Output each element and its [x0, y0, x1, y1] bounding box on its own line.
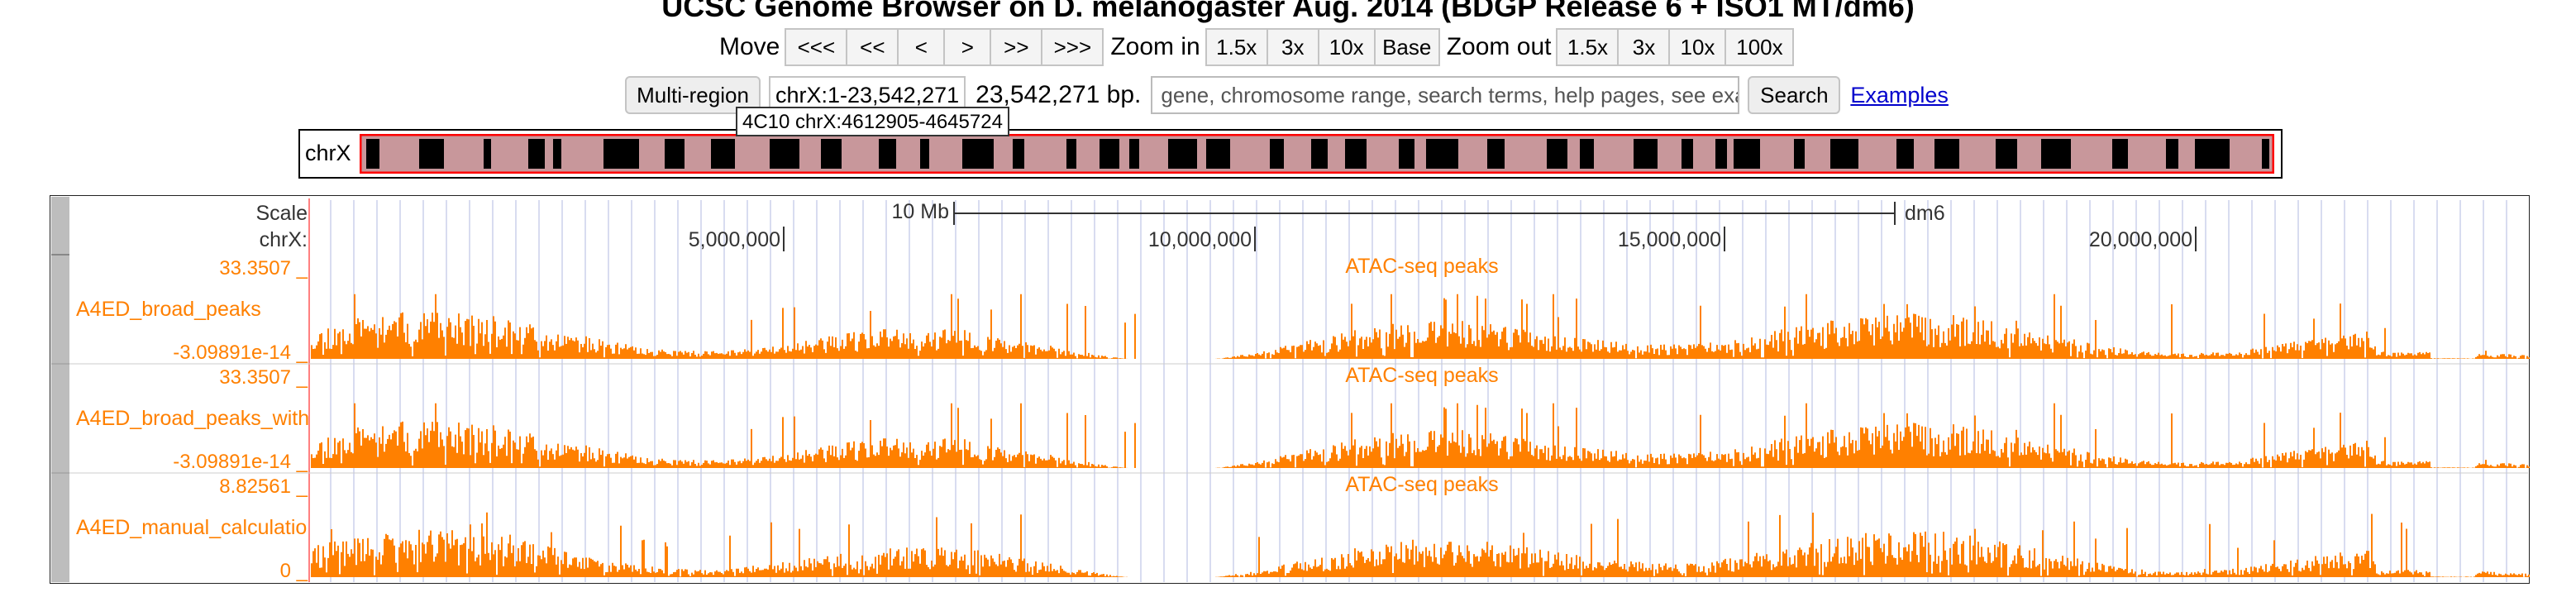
scale-bar-label: 10 Mb [892, 200, 949, 223]
move-right-button[interactable]: >> [990, 28, 1042, 66]
zoom-out-10x-button[interactable]: 10x [1668, 28, 1726, 66]
ideogram-band [770, 139, 799, 169]
ideogram-band [1168, 139, 1197, 169]
zoom-out-buttons: 1.5x 3x 10x 100x [1558, 28, 1794, 66]
search-button[interactable]: Search [1748, 76, 1840, 114]
region-size-text: 23,542,271 bp. [976, 81, 1141, 109]
track-name: A4ED_broad_peaks [76, 298, 261, 321]
ideogram-band [1682, 139, 1693, 169]
ruler-tick-label: 15,000,000 [1618, 228, 1721, 251]
ideogram-band [2112, 139, 2128, 169]
ideogram-band [1547, 139, 1567, 169]
ruler-tick-label: 5,000,000 [689, 228, 780, 251]
ideogram-band [1934, 139, 1959, 169]
ideogram-band [366, 139, 379, 169]
track-min-label: -3.09891e-14 _ [173, 341, 308, 364]
genome-browser-tracks[interactable]: Scale chrX: 10 Mb dm6 5,000,000 10,000,000 15,… [50, 195, 2530, 584]
ideogram-band [1715, 139, 1727, 169]
zoom-in-10x-button[interactable]: 10x [1318, 28, 1376, 66]
move-step-left-button[interactable]: < [897, 28, 945, 66]
zoom-out-label: Zoom out [1447, 33, 1552, 61]
zoom-in-3x-button[interactable]: 3x [1267, 28, 1319, 66]
ideogram-band [711, 139, 735, 169]
ruler-tick-label: 20,000,000 [2089, 228, 2192, 251]
track-min-label: -3.09891e-14 _ [173, 451, 308, 473]
band-tooltip: 4C10 chrX:4612905-4645724 [736, 107, 1009, 136]
ideogram-band [821, 139, 842, 169]
page-title: UCSC Genome Browser on D. melanogaster A… [0, 0, 2576, 23]
ideogram-band [2195, 139, 2230, 169]
zoom-in-label: Zoom in [1110, 33, 1200, 61]
ideogram-band [603, 139, 639, 169]
zoom-out-3x-button[interactable]: 3x [1617, 28, 1670, 66]
ideogram-band [1426, 139, 1458, 169]
ideogram-band [1345, 139, 1367, 169]
move-far-right-button[interactable]: >>> [1041, 28, 1104, 66]
ideogram-band [553, 139, 561, 169]
track-title: ATAC-seq peaks [1345, 473, 1498, 496]
ideogram-band [1129, 139, 1139, 169]
nav-row: Move <<< << < > >> >>> Zoom in 1.5x 3x 1… [713, 28, 1794, 66]
move-label: Move [719, 33, 780, 61]
zoom-in-1-5x-button[interactable]: 1.5x [1205, 28, 1268, 66]
ideogram-band [2041, 139, 2071, 169]
track-min-label: 0 _ [280, 560, 308, 582]
ideogram-band [1270, 139, 1284, 169]
zoom-out-100x-button[interactable]: 100x [1724, 28, 1794, 66]
ruler-db-label: dm6 [1905, 202, 1945, 225]
ideogram-band [1399, 139, 1414, 169]
track-max-label: 8.82561 _ [219, 475, 308, 498]
ideogram-band [1734, 139, 1760, 169]
ideogram-band [962, 139, 994, 169]
chromosome-ideogram[interactable] [360, 134, 2274, 174]
examples-link[interactable]: Examples [1850, 83, 1949, 108]
ruler-scale-label: Scale [255, 202, 308, 225]
zoom-base-button[interactable]: Base [1374, 28, 1440, 66]
move-step-right-button[interactable]: > [943, 28, 991, 66]
ideogram-band [1996, 139, 2017, 169]
track-title: ATAC-seq peaks [1345, 255, 1498, 278]
ideogram-band [1794, 139, 1805, 169]
ideogram-band [1487, 139, 1505, 169]
ideogram-band [2166, 139, 2178, 169]
track-name: A4ED_manual_calculatio [76, 516, 307, 539]
ideogram-band [528, 139, 545, 169]
ideogram-band [920, 139, 929, 169]
ruler-chrom-label: chrX: [260, 228, 308, 251]
track-max-label: 33.3507 _ [219, 366, 308, 389]
move-far-left-button[interactable]: <<< [785, 28, 847, 66]
zoom-out-1-5x-button[interactable]: 1.5x [1556, 28, 1619, 66]
move-buttons: <<< << < > >> >>> [786, 28, 1104, 66]
ruler-tick-label: 10,000,000 [1148, 228, 1252, 251]
ideogram-band [419, 139, 444, 169]
ideogram-band [2262, 139, 2269, 169]
track-max-label: 33.3507 _ [219, 257, 308, 279]
ideogram-band [665, 139, 685, 169]
search-input[interactable]: gene, chromosome range, search terms, he… [1151, 76, 1739, 114]
ideogram-band [1066, 139, 1076, 169]
ideogram-band [1896, 139, 1914, 169]
ideogram-band [1013, 139, 1024, 169]
ideogram-band [1634, 139, 1658, 169]
track-name: A4ED_broad_peaks_with [76, 407, 309, 430]
ideogram-band [1100, 139, 1119, 169]
move-left-button[interactable]: << [846, 28, 899, 66]
ideogram-band [1311, 139, 1328, 169]
ideogram-band [1206, 139, 1230, 169]
ideogram-chrom-label: chrX [305, 141, 351, 166]
ideogram-band [484, 139, 491, 169]
chromosome-ideogram-panel: chrX [298, 129, 2283, 179]
ideogram-band [1830, 139, 1858, 169]
track-title: ATAC-seq peaks [1345, 364, 1498, 387]
ideogram-band [1580, 139, 1594, 169]
zoom-in-buttons: 1.5x 3x 10x Base [1207, 28, 1440, 66]
ideogram-band [879, 139, 896, 169]
track-frame [50, 195, 2530, 584]
